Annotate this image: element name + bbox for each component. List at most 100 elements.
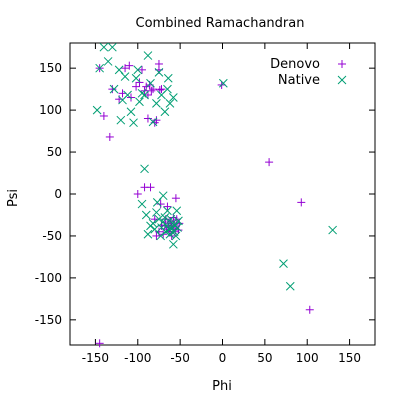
native-point xyxy=(140,90,149,100)
native-point xyxy=(152,99,161,108)
native-point xyxy=(126,107,136,117)
native-point xyxy=(143,229,153,239)
native-point xyxy=(140,164,149,174)
y-tick-label: 50 xyxy=(47,145,62,159)
native-point xyxy=(123,90,132,100)
denovo-point xyxy=(146,183,155,192)
native-point xyxy=(154,68,164,77)
native-point xyxy=(165,99,175,108)
denovo-point xyxy=(135,78,144,87)
native-point xyxy=(160,107,170,117)
x-tick-label: -100 xyxy=(124,351,151,365)
native-point xyxy=(158,191,168,201)
native-point xyxy=(92,105,102,115)
denovo-point xyxy=(132,82,141,91)
data-points xyxy=(92,42,337,348)
native-point xyxy=(171,231,181,241)
denovo-point xyxy=(99,111,108,120)
x-tick-label: 0 xyxy=(219,351,227,365)
series-denovo xyxy=(95,59,314,348)
native-point xyxy=(279,259,288,268)
denovo-point xyxy=(147,86,156,95)
x-tick-label: -150 xyxy=(82,351,109,365)
native-point xyxy=(218,78,228,88)
native-point xyxy=(148,117,158,127)
native-point xyxy=(285,281,295,291)
native-point xyxy=(114,65,124,75)
denovo-point xyxy=(305,305,314,314)
legend-label-native: Native xyxy=(278,73,320,88)
plot-border xyxy=(69,42,376,346)
native-point xyxy=(131,73,141,83)
native-point xyxy=(154,214,164,224)
denovo-point xyxy=(152,116,161,125)
native-point xyxy=(156,231,166,241)
denovo-point xyxy=(105,132,114,141)
x-tick-label: 50 xyxy=(257,351,272,365)
y-tick-label: 150 xyxy=(39,61,62,75)
native-point xyxy=(108,42,117,52)
denovo-point xyxy=(138,65,147,74)
legend-marker-denovo xyxy=(338,60,346,68)
denovo-point xyxy=(152,231,161,240)
x-axis: -150 -100 -50 0 50 100 150 xyxy=(82,43,361,365)
y-tick-label: -50 xyxy=(42,229,62,243)
denovo-point xyxy=(265,158,274,167)
native-point xyxy=(165,229,175,239)
series-native xyxy=(92,42,337,291)
native-point xyxy=(116,115,126,125)
native-point xyxy=(169,239,178,249)
x-tick-label: -50 xyxy=(170,351,190,365)
native-point xyxy=(146,78,155,88)
native-point xyxy=(109,84,119,94)
chart-title: Combined Ramachandran xyxy=(136,16,305,31)
y-tick-label: -100 xyxy=(35,271,62,285)
denovo-point xyxy=(118,89,127,98)
legend-marker-native xyxy=(337,75,347,85)
denovo-point xyxy=(297,198,306,207)
native-point xyxy=(148,219,158,228)
denovo-point xyxy=(157,85,166,94)
native-point xyxy=(174,216,183,226)
y-axis: -150 -100 -50 0 50 100 150 xyxy=(35,61,375,327)
native-point xyxy=(95,63,105,73)
plot-frame xyxy=(69,42,376,346)
denovo-point xyxy=(171,194,180,203)
native-point xyxy=(103,57,113,66)
native-point xyxy=(328,225,337,235)
denovo-point xyxy=(108,85,117,94)
denovo-point xyxy=(142,82,151,91)
denovo-point xyxy=(133,190,142,198)
native-point xyxy=(160,213,170,222)
native-point xyxy=(143,51,153,60)
native-point xyxy=(141,210,151,220)
legend-label-denovo: Denovo xyxy=(270,57,320,72)
denovo-point xyxy=(127,93,135,102)
native-point xyxy=(129,118,138,128)
y-tick-label: 0 xyxy=(54,187,62,201)
native-point xyxy=(163,84,172,94)
native-point xyxy=(133,65,143,75)
native-point xyxy=(99,42,109,52)
y-tick-label: 100 xyxy=(39,103,62,117)
denovo-point xyxy=(125,61,134,70)
x-tick-label: 100 xyxy=(296,351,319,365)
native-point xyxy=(163,206,172,216)
denovo-point xyxy=(143,91,152,100)
denovo-point xyxy=(163,202,172,211)
native-point xyxy=(172,206,182,216)
denovo-point xyxy=(121,64,130,73)
x-axis-title: Phi xyxy=(212,379,232,394)
native-point xyxy=(137,199,147,209)
native-point xyxy=(150,224,160,234)
native-point xyxy=(163,73,173,83)
denovo-point xyxy=(143,114,152,123)
y-axis-title: Psi xyxy=(6,189,21,207)
denovo-point xyxy=(156,200,165,209)
denovo-point xyxy=(95,339,104,348)
native-point xyxy=(120,72,130,81)
native-point xyxy=(152,198,162,207)
x-tick-label: 150 xyxy=(338,351,361,365)
